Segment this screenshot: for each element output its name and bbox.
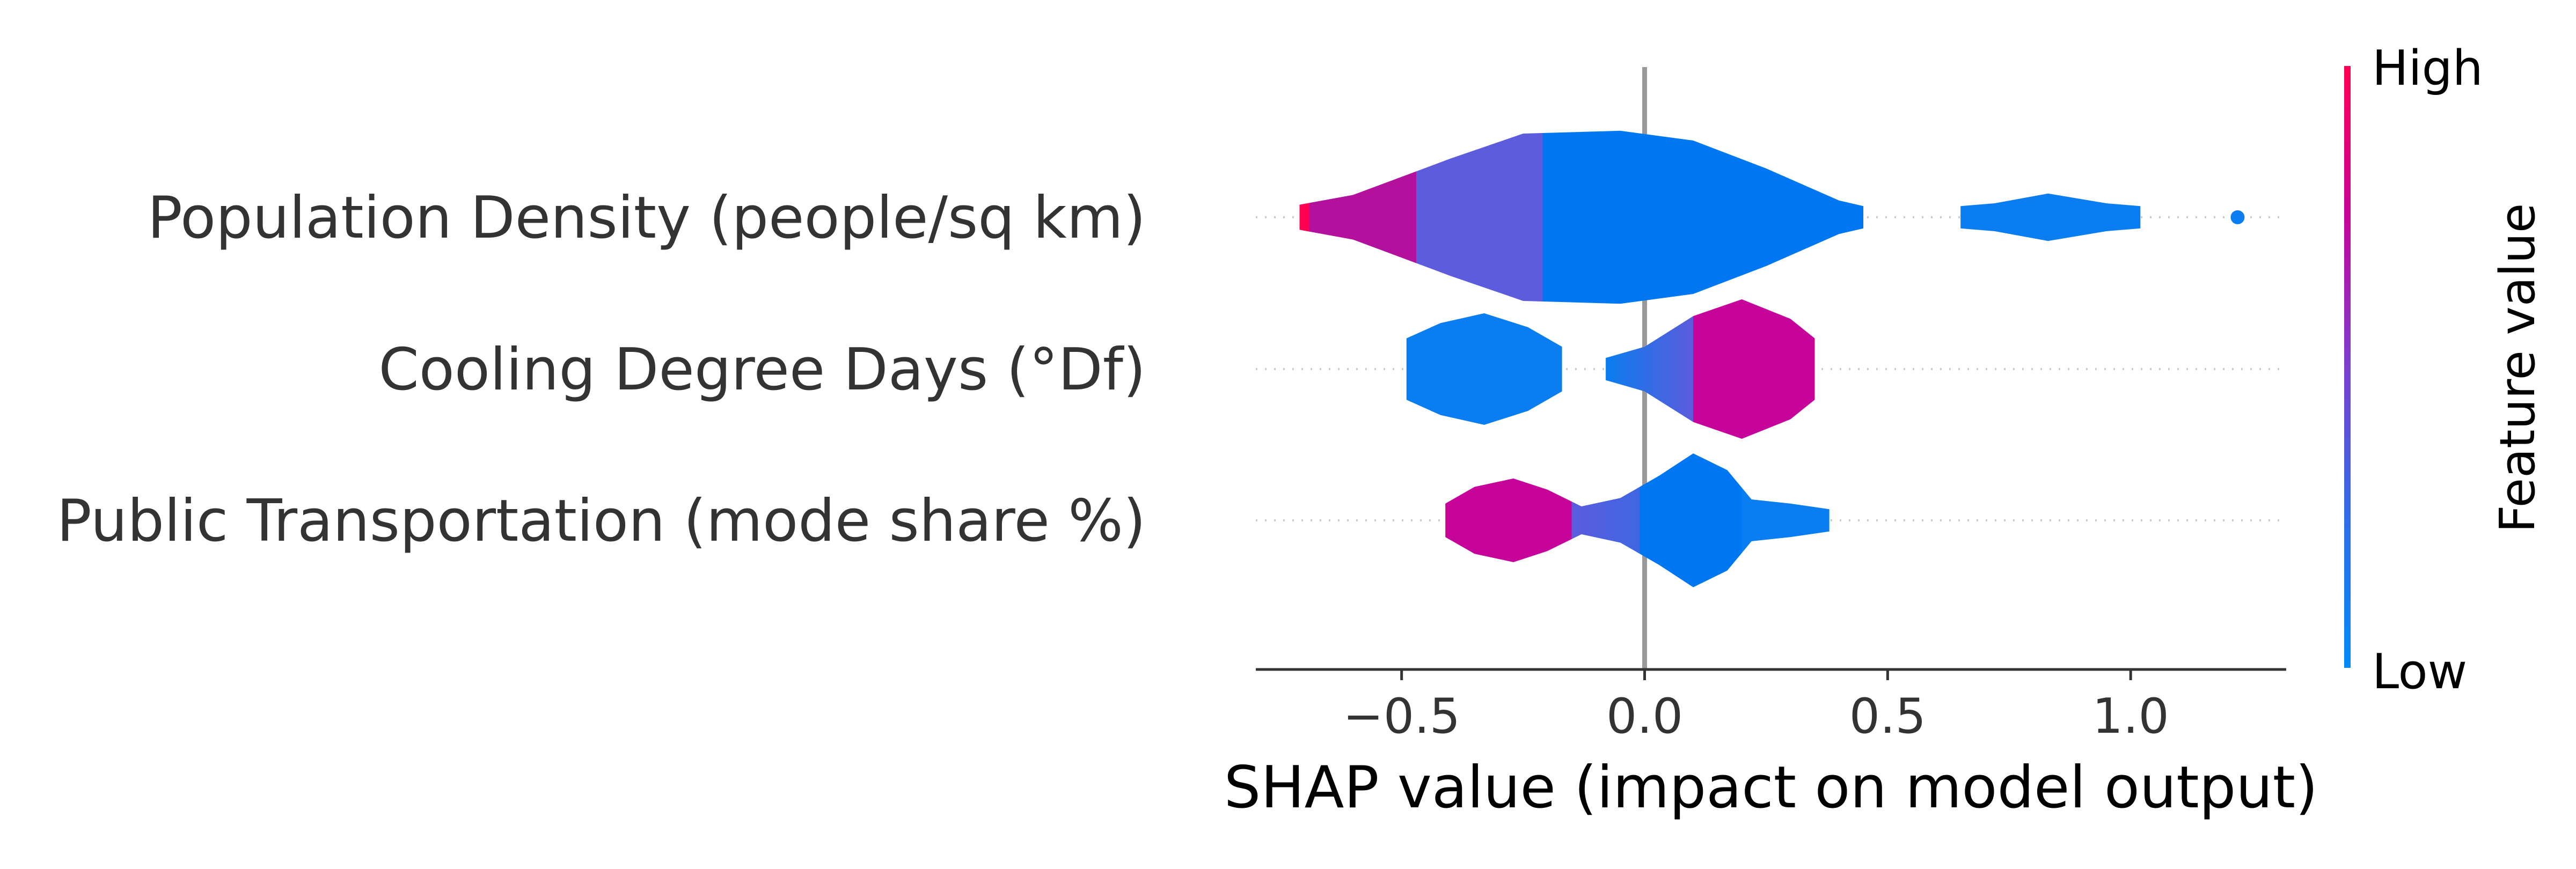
violin-segment — [1445, 453, 1829, 587]
colorbar-high-label: High — [2372, 40, 2483, 97]
x-axis-ticks: −0.5 0.0 0.5 1.0 — [1343, 669, 2169, 745]
outlier-point — [2230, 210, 2245, 224]
colorbar-gradient — [2344, 66, 2351, 668]
colorbar-title: Feature value — [2490, 203, 2546, 533]
violin-segment — [1606, 299, 1815, 439]
x-tick-label: −0.5 — [1343, 688, 1460, 745]
feature-labels: Population Density (people/sq km) Cooling… — [57, 185, 1146, 555]
feature-label: Population Density (people/sq km) — [148, 185, 1146, 252]
feature-label: Cooling Degree Days (°Df) — [378, 336, 1146, 403]
violin-segment — [1299, 130, 1864, 304]
colorbar-low-label: Low — [2372, 644, 2467, 700]
violin-shapes — [1299, 130, 2245, 587]
x-tick-label: 0.5 — [1849, 688, 1926, 745]
colorbar: High Low Feature value — [2344, 40, 2546, 700]
violin-segment — [1960, 193, 2141, 241]
x-axis-title: SHAP value (impact on model output) — [1224, 754, 2318, 821]
feature-label: Public Transportation (mode share %) — [57, 488, 1146, 555]
violin-segment — [1406, 313, 1562, 425]
x-tick-label: 0.0 — [1606, 688, 1683, 745]
x-tick-label: 1.0 — [2092, 688, 2169, 745]
